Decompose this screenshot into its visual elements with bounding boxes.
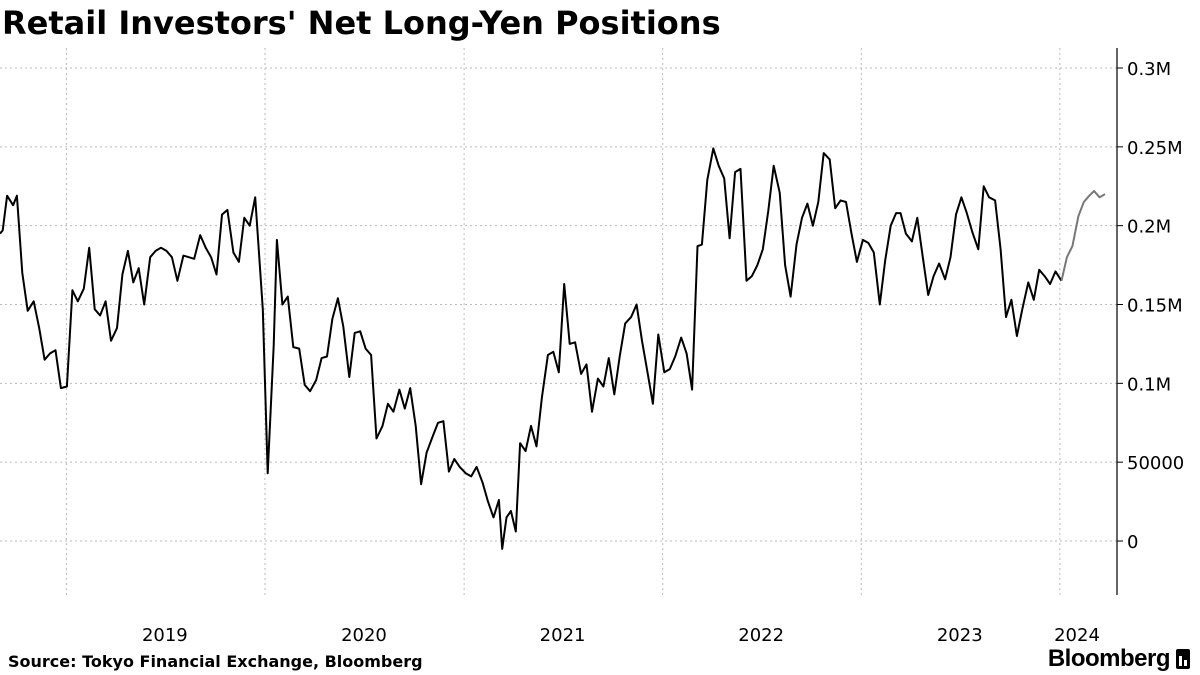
source-note: Source: Tokyo Financial Exchange, Bloomb…	[8, 652, 423, 671]
series-line	[0, 147, 1063, 550]
x-tick-labels: 2019 2020 2021 2022 2023 2024	[142, 625, 1100, 646]
y-tick-label: 0.25M	[1127, 138, 1183, 159]
bloomberg-logo: Bloomberg	[1048, 645, 1190, 673]
x-tick-label: 2020	[341, 625, 387, 646]
x-tick-label: 2021	[540, 625, 586, 646]
y-tick-label: 50000	[1127, 453, 1184, 474]
y-tick-label: 0.2M	[1127, 217, 1171, 238]
series-layer	[0, 147, 1106, 550]
x-tick-label: 2024	[1054, 625, 1100, 646]
y-tick-labels: 0 50000 0.1M 0.15M 0.2M 0.25M 0.3M	[1127, 59, 1184, 553]
chart-title: Retail Investors' Net Long-Yen Positions	[2, 4, 721, 42]
series-line-latest	[1060, 190, 1106, 282]
x-tick-label: 2022	[738, 625, 784, 646]
y-gridlines	[0, 67, 1123, 542]
y-tick-label: 0	[1127, 532, 1138, 553]
y-tick-label: 0.1M	[1127, 374, 1171, 395]
y-tick-label: 0.15M	[1127, 296, 1183, 317]
y-tick-label: 0.3M	[1127, 59, 1171, 80]
brand-name: Bloomberg	[1047, 645, 1171, 672]
x-tick-label: 2023	[937, 625, 983, 646]
bloomberg-terminal-icon	[1176, 649, 1190, 669]
x-gridlines	[65, 48, 1061, 595]
x-tick-label: 2019	[142, 625, 188, 646]
